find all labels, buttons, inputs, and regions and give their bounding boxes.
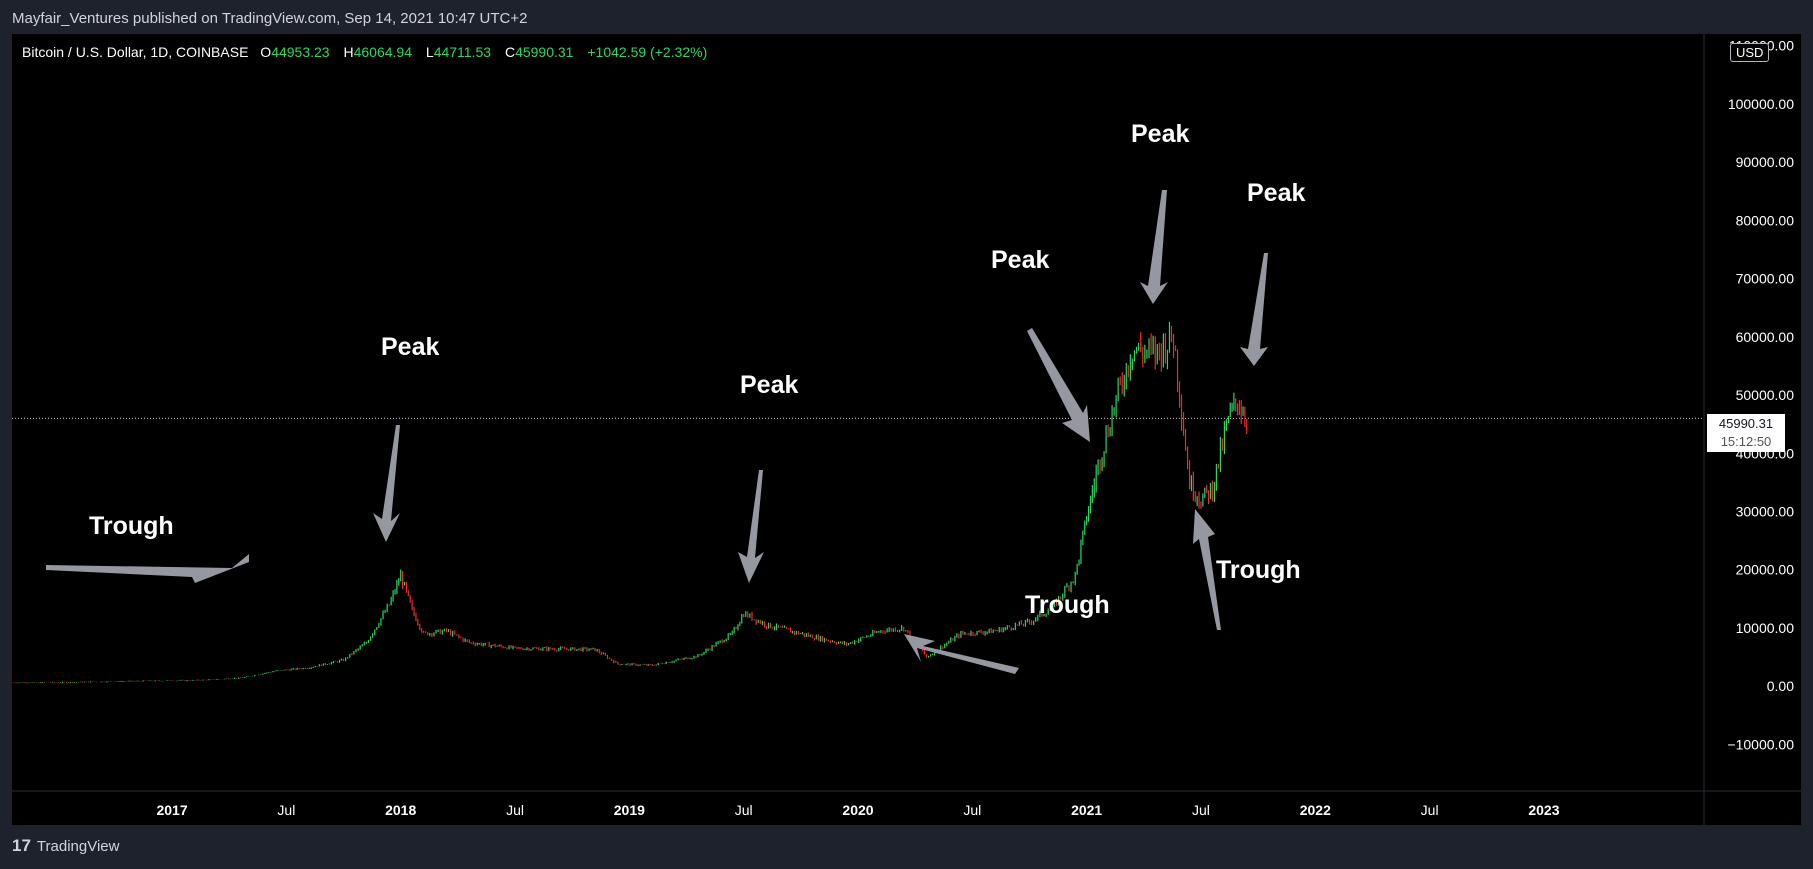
annotation-arrow (1240, 253, 1268, 366)
y-tick-label: 20000.00 (1736, 562, 1795, 578)
annotation-peak-2: Peak (740, 371, 799, 399)
y-tick-label: 100000.00 (1728, 96, 1794, 112)
y-tick-label: 10000.00 (1736, 620, 1795, 636)
x-tick-label: Jul (735, 802, 753, 818)
currency-button[interactable]: USD (1730, 43, 1770, 62)
high-label: H (343, 44, 354, 60)
annotation-arrow (46, 554, 249, 583)
change-value: +1042.59 (+2.32%) (587, 44, 708, 60)
x-tick-label: 2022 (1300, 802, 1331, 818)
footer: 17 TradingView (12, 836, 119, 856)
x-tick-label: Jul (963, 802, 981, 818)
annotation-peak-4: Peak (1131, 120, 1190, 148)
price-chart[interactable]: 110000.00100000.0090000.0080000.0070000.… (12, 34, 1801, 825)
y-tick-label: 50000.00 (1736, 387, 1795, 403)
annotation-trough-3: Trough (1216, 556, 1301, 584)
y-tick-label: 60000.00 (1736, 329, 1795, 345)
y-tick-label: 0.00 (1767, 678, 1794, 694)
publish-header: Mayfair_Ventures published on TradingVie… (0, 0, 1813, 34)
publish-info: Mayfair_Ventures published on TradingVie… (12, 10, 528, 27)
annotation-peak-1: Peak (381, 333, 440, 361)
y-tick-label: 70000.00 (1736, 271, 1795, 287)
annotation-arrow (1140, 190, 1168, 304)
symbol-title[interactable]: Bitcoin / U.S. Dollar, 1D, COINBASE (22, 44, 249, 60)
x-tick-label: 2017 (156, 802, 187, 818)
x-tick-label: 2019 (614, 802, 645, 818)
low-label: L (425, 44, 434, 60)
annotation-arrow (738, 470, 764, 583)
last-price-tag: 45990.31 15:12:50 (1707, 414, 1785, 452)
x-tick-label: 2023 (1528, 802, 1559, 818)
close-label: C (504, 44, 516, 60)
close-value: 45990.31 (515, 44, 574, 60)
annotation-arrow (904, 634, 1019, 674)
annotation-arrow (1027, 328, 1090, 442)
footer-brand[interactable]: TradingView (36, 838, 120, 855)
x-tick-label: Jul (277, 802, 295, 818)
y-tick-label: 80000.00 (1736, 212, 1795, 228)
x-tick-label: 2018 (385, 802, 416, 818)
ohlc-legend: Bitcoin / U.S. Dollar, 1D, COINBASE O449… (22, 44, 707, 60)
y-tick-label: 90000.00 (1736, 154, 1795, 170)
tradingview-logo-icon[interactable]: 17 (12, 836, 31, 855)
x-tick-label: Jul (1421, 802, 1439, 818)
x-tick-label: Jul (506, 802, 524, 818)
x-tick-label: 2021 (1071, 802, 1102, 818)
annotation-arrow (373, 425, 400, 542)
annotation-trough-2: Trough (1025, 591, 1110, 619)
open-label: O (260, 44, 272, 60)
y-tick-label: 30000.00 (1736, 503, 1795, 519)
y-tick-label: −10000.00 (1727, 736, 1794, 752)
annotation-trough-1: Trough (89, 512, 174, 540)
chart-area[interactable]: 110000.00100000.0090000.0080000.0070000.… (12, 34, 1801, 825)
annotation-peak-5: Peak (1247, 179, 1306, 207)
x-tick-label: Jul (1192, 802, 1210, 818)
open-value: 44953.23 (271, 44, 330, 60)
annotation-peak-3: Peak (991, 246, 1050, 274)
low-value: 44711.53 (433, 44, 492, 60)
high-value: 46064.94 (353, 44, 413, 60)
x-tick-label: 2020 (842, 802, 873, 818)
bar-countdown: 15:12:50 (1720, 434, 1772, 449)
last-price-value: 45990.31 (1718, 416, 1774, 431)
annotation-arrow (1193, 509, 1221, 630)
